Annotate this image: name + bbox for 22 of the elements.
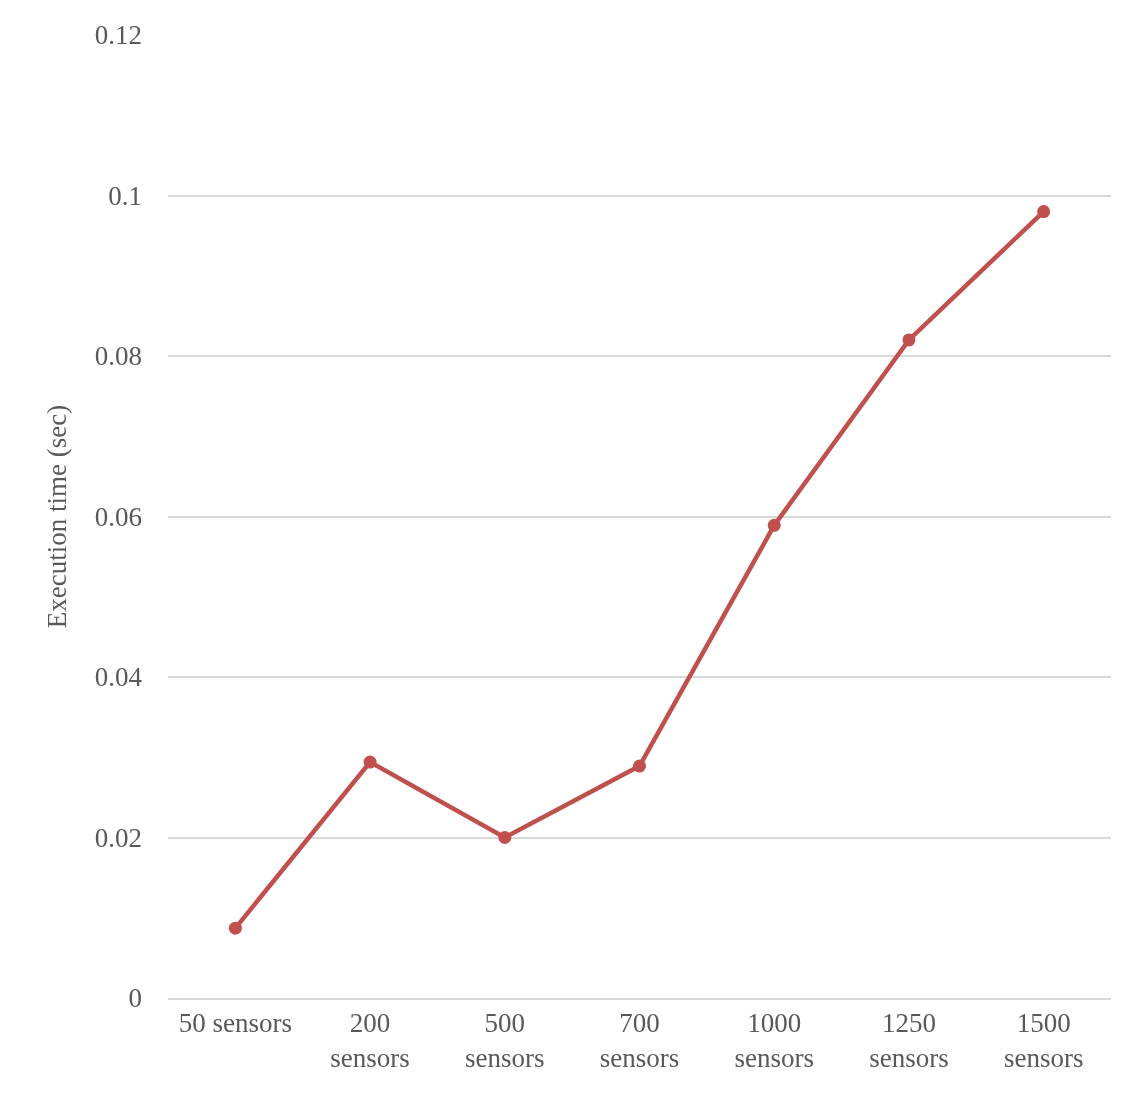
point (767, 518, 781, 532)
point (633, 759, 646, 773)
x-tick-label: 50 sensors (178, 1008, 292, 1039)
x-tick-label: 200 sensors (330, 1008, 410, 1074)
y-tick-label: 0.08 (94, 341, 142, 372)
y-tick-label: 0.1 (108, 180, 142, 211)
y-tick-label: 0.04 (94, 662, 143, 693)
y-axis-title: Execution time (sec) (41, 404, 72, 629)
point (228, 921, 242, 935)
y-tick-label: 0.12 (94, 20, 142, 51)
point (363, 755, 377, 769)
y-tick-label: 0.02 (94, 822, 142, 853)
point (1037, 205, 1051, 219)
x-tick-label: 1000 sensors (734, 1008, 814, 1074)
point (902, 333, 916, 347)
x-tick-label: 1250 sensors (869, 1008, 949, 1074)
point (498, 831, 512, 844)
x-tick-label: 700 sensors (599, 1008, 680, 1074)
x-tick-label: 1500 sensors (1003, 1008, 1084, 1074)
y-tick-label: 0.06 (94, 501, 142, 532)
y-tick-label: 0 (128, 983, 142, 1014)
x-tick-label: 500 sensors (465, 1008, 545, 1074)
